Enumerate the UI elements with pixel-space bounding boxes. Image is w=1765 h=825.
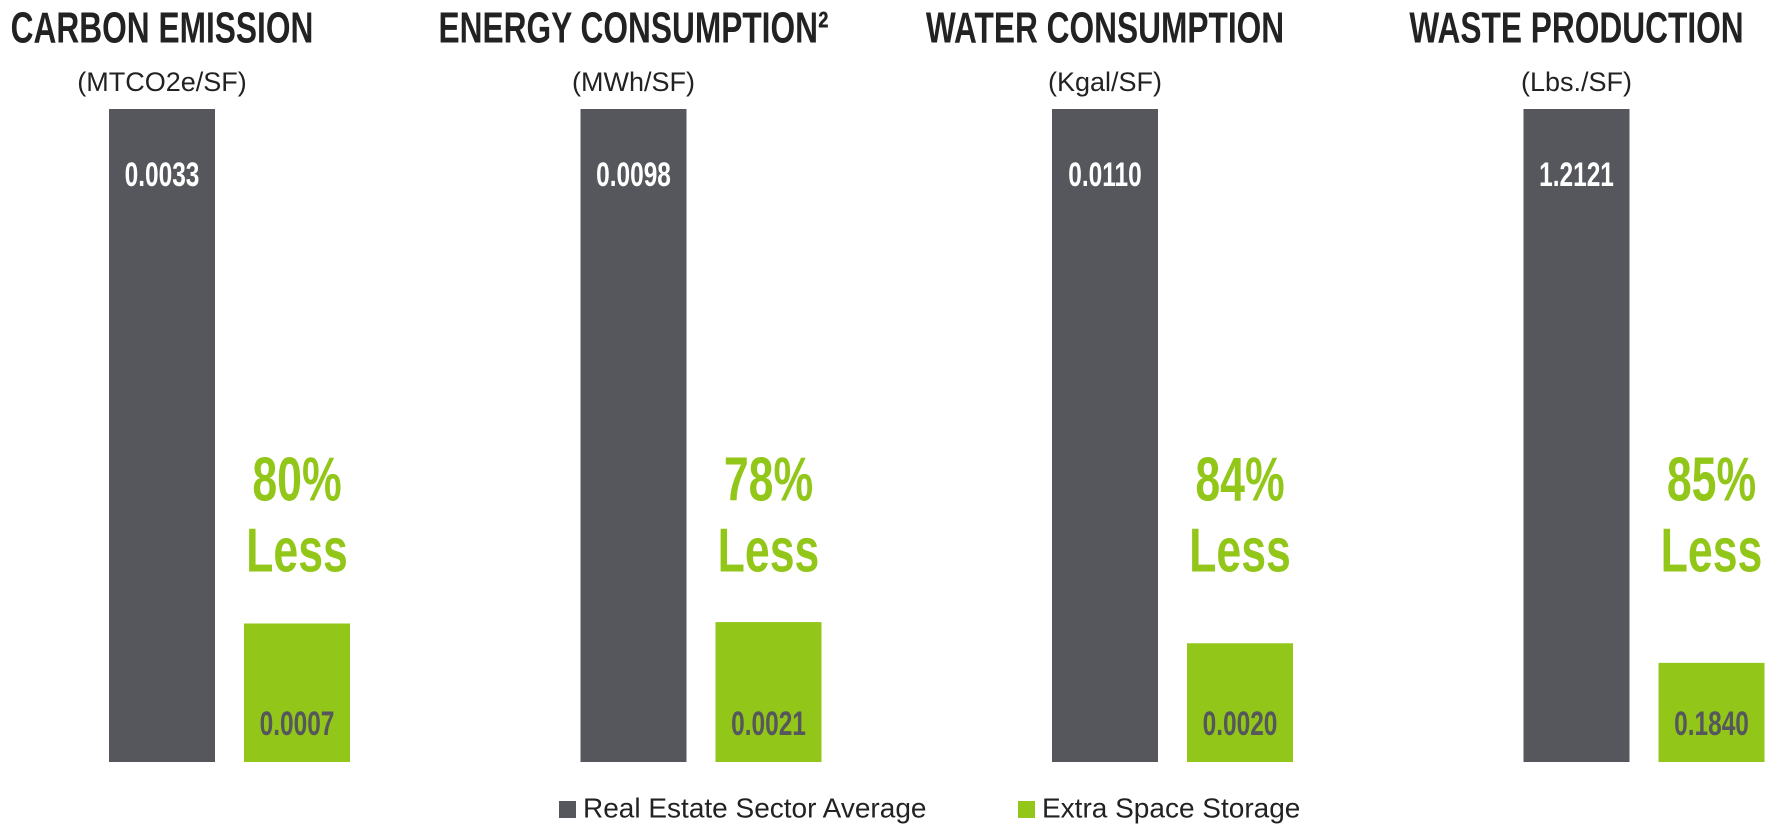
annotation-group: 84% xyxy=(1195,445,1284,514)
value-label-group: 1.2121 xyxy=(1539,156,1614,194)
annotation-group: 80% xyxy=(252,445,341,514)
bar xyxy=(1658,662,1765,762)
value-label: 0.0020 xyxy=(1203,705,1278,743)
annotation: 84% xyxy=(1195,445,1284,514)
value-label: 1.2121 xyxy=(1539,156,1614,194)
chart-title: WATER CONSUMPTION xyxy=(926,4,1284,53)
bar xyxy=(244,623,350,762)
chart-subtitle: (MWh/SF) xyxy=(572,67,695,97)
annotation: 85% xyxy=(1667,445,1756,514)
value-label: 0.0021 xyxy=(731,705,806,743)
legend-label: Extra Space Storage xyxy=(1042,792,1300,823)
value-label: 0.1840 xyxy=(1674,705,1749,743)
annotation-group: Less xyxy=(718,516,820,585)
chart-title-group: WASTE PRODUCTION xyxy=(1409,4,1743,53)
bar xyxy=(580,109,687,762)
annotation: Less xyxy=(1189,516,1291,585)
value-label-group: 0.0020 xyxy=(1203,705,1278,743)
bar xyxy=(715,622,822,762)
value-label-group: 0.0021 xyxy=(731,705,806,743)
annotation-group: 85% xyxy=(1667,445,1756,514)
chart-subtitle: (MTCO2e/SF) xyxy=(77,67,247,97)
chart-subtitle: (Kgal/SF) xyxy=(1048,67,1162,97)
chart-title: WASTE PRODUCTION xyxy=(1409,4,1743,53)
value-label-group: 0.0033 xyxy=(125,156,200,194)
annotation-group: Less xyxy=(1661,516,1763,585)
annotation: Less xyxy=(718,516,820,585)
value-label: 0.0007 xyxy=(260,705,335,743)
chart-title: CARBON EMISSION xyxy=(11,4,314,53)
legend-label: Real Estate Sector Average xyxy=(583,792,926,823)
annotation-group: Less xyxy=(1189,516,1291,585)
annotation-group: 78% xyxy=(724,445,813,514)
chart-title-group: ENERGY CONSUMPTION² xyxy=(438,4,828,53)
legend-swatch xyxy=(559,801,576,818)
annotation: 78% xyxy=(724,445,813,514)
chart-subtitle: (Lbs./SF) xyxy=(1521,67,1632,97)
annotation: Less xyxy=(246,516,348,585)
value-label-group: 0.1840 xyxy=(1674,705,1749,743)
value-label-group: 0.0110 xyxy=(1068,156,1141,194)
legend-swatch xyxy=(1018,801,1035,818)
value-label: 0.0098 xyxy=(596,156,671,194)
value-label-group: 0.0007 xyxy=(260,705,335,743)
annotation: Less xyxy=(1661,516,1763,585)
bar xyxy=(1187,643,1293,762)
chart-title-group: CARBON EMISSION xyxy=(11,4,314,53)
annotation-group: Less xyxy=(246,516,348,585)
annotation: 80% xyxy=(252,445,341,514)
chart-title-group: WATER CONSUMPTION xyxy=(926,4,1284,53)
bar xyxy=(1052,109,1158,762)
bar xyxy=(109,109,215,762)
value-label-group: 0.0098 xyxy=(596,156,671,194)
value-label: 0.0110 xyxy=(1068,156,1141,194)
bar xyxy=(1523,109,1630,762)
value-label: 0.0033 xyxy=(125,156,200,194)
chart-title: ENERGY CONSUMPTION² xyxy=(438,4,828,53)
